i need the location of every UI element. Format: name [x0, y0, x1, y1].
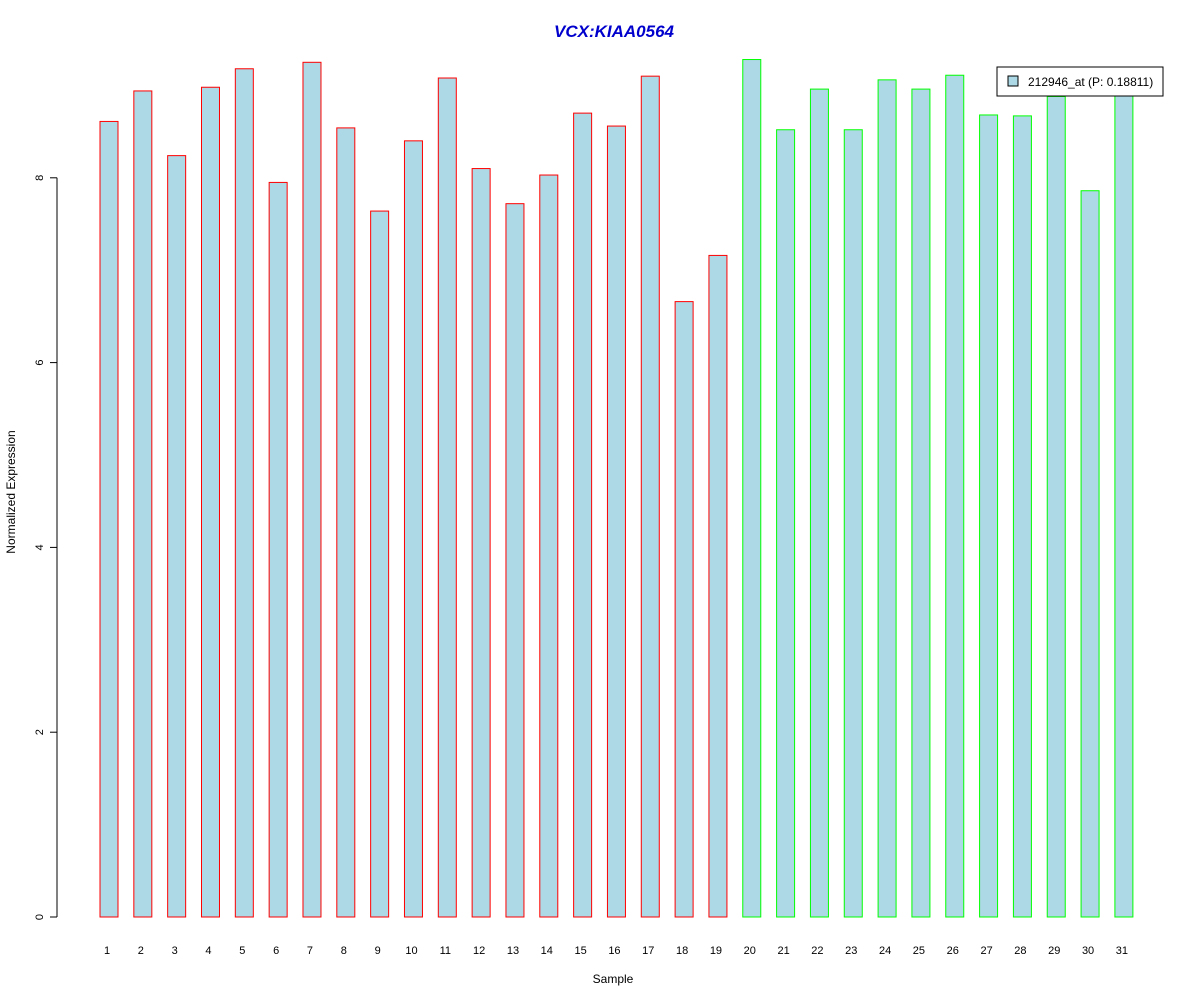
x-tick-label: 5 — [239, 945, 245, 957]
x-tick-label: 16 — [608, 945, 620, 957]
legend: 212946_at (P: 0.18811) — [996, 66, 1164, 97]
x-tick-label: 4 — [205, 945, 211, 957]
y-axis: 0 2 4 6 8 — [34, 175, 58, 920]
x-tick-label: 15 — [574, 945, 586, 957]
bar-sample-27 — [979, 114, 999, 918]
x-tick-label: 20 — [744, 945, 756, 957]
bar-sample-9 — [370, 210, 390, 918]
x-tick-label: 24 — [879, 945, 891, 957]
bar-sample-29 — [1046, 95, 1066, 918]
bar-sample-28 — [1012, 115, 1032, 918]
bar-sample-20 — [742, 59, 762, 918]
bar-sample-15 — [573, 112, 593, 918]
x-tick-labels: 1 2 3 4 5 6 7 8 9 10 11 12 13 14 15 16 17 18 19 20 21 22 23 24 2… — [104, 945, 1128, 957]
bar-sample-5 — [234, 68, 254, 918]
x-axis-label: Sample — [593, 972, 634, 986]
bar-sample-8 — [336, 127, 356, 918]
x-tick-label: 13 — [507, 945, 519, 957]
bar-sample-22 — [809, 88, 829, 918]
bar-sample-14 — [539, 174, 559, 918]
y-tick-label: 6 — [34, 360, 46, 366]
bar-sample-21 — [776, 129, 796, 918]
bar-sample-18 — [674, 301, 694, 918]
bar-sample-1 — [99, 120, 119, 918]
x-tick-label: 29 — [1048, 945, 1060, 957]
x-tick-label: 21 — [777, 945, 789, 957]
bar-sample-24 — [877, 79, 897, 918]
bar-sample-19 — [708, 254, 728, 918]
bar-sample-6 — [268, 181, 288, 918]
bar-sample-25 — [911, 88, 931, 918]
x-tick-label: 28 — [1014, 945, 1026, 957]
legend-label: 212946_at (P: 0.18811) — [1028, 75, 1153, 89]
x-tick-label: 18 — [676, 945, 688, 957]
y-tick-label: 2 — [34, 729, 46, 735]
y-tick-label: 4 — [34, 544, 46, 550]
legend-box — [996, 66, 1164, 97]
bar-sample-13 — [505, 203, 525, 918]
x-tick-label: 12 — [473, 945, 485, 957]
legend-swatch — [1007, 75, 1019, 87]
bar-sample-3 — [167, 155, 187, 918]
bar-sample-7 — [302, 61, 322, 918]
x-tick-label: 7 — [307, 945, 313, 957]
chart-title: VCX:KIAA0564 — [554, 22, 675, 41]
bar-sample-30 — [1080, 190, 1100, 918]
x-tick-label: 30 — [1082, 945, 1094, 957]
bar-sample-4 — [200, 86, 220, 918]
x-tick-label: 14 — [541, 945, 553, 957]
x-tick-label: 17 — [642, 945, 654, 957]
y-axis-label: Normalized Expression — [4, 430, 18, 553]
x-tick-label: 9 — [375, 945, 381, 957]
bar-sample-26 — [945, 74, 965, 918]
x-tick-label: 1 — [104, 945, 110, 957]
bar-sample-11 — [437, 77, 457, 918]
x-tick-label: 11 — [440, 945, 451, 957]
x-tick-label: 25 — [913, 945, 925, 957]
x-tick-label: 27 — [980, 945, 992, 957]
x-tick-label: 6 — [273, 945, 279, 957]
bar-sample-12 — [471, 168, 491, 918]
bars — [99, 59, 1134, 918]
bar-sample-31 — [1114, 90, 1134, 918]
bar-sample-10 — [403, 140, 423, 918]
x-tick-label: 31 — [1116, 945, 1128, 957]
bar-sample-2 — [133, 90, 153, 918]
y-tick-label: 0 — [34, 914, 46, 920]
x-tick-label: 8 — [341, 945, 347, 957]
bar-sample-16 — [606, 125, 626, 918]
x-tick-label: 10 — [405, 945, 417, 957]
x-tick-label: 2 — [138, 945, 144, 957]
x-tick-label: 26 — [947, 945, 959, 957]
x-tick-label: 3 — [172, 945, 178, 957]
x-tick-label: 22 — [811, 945, 823, 957]
y-tick-label: 8 — [34, 175, 46, 181]
x-tick-label: 23 — [845, 945, 857, 957]
bar-sample-17 — [640, 75, 660, 918]
x-tick-label: 19 — [710, 945, 722, 957]
bar-sample-23 — [843, 129, 863, 918]
